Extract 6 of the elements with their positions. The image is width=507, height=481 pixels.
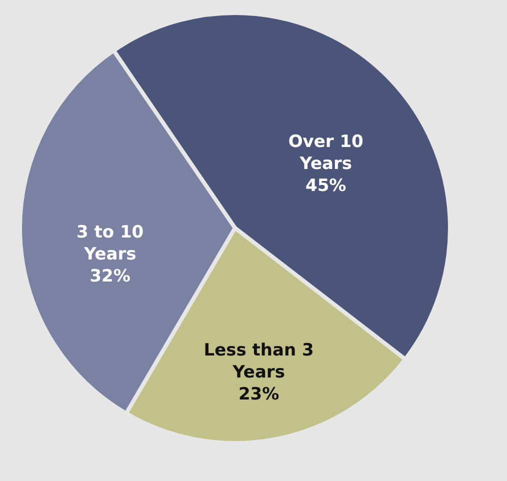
data-label: 45%: [306, 176, 346, 196]
slice-label: Over 10 Years: [288, 132, 364, 174]
slice-label: 3 to 10 Years: [76, 222, 144, 264]
data-label: 23%: [238, 384, 280, 405]
slice-label: Less than 3 Years: [204, 340, 314, 383]
data-label: 32%: [90, 266, 130, 286]
